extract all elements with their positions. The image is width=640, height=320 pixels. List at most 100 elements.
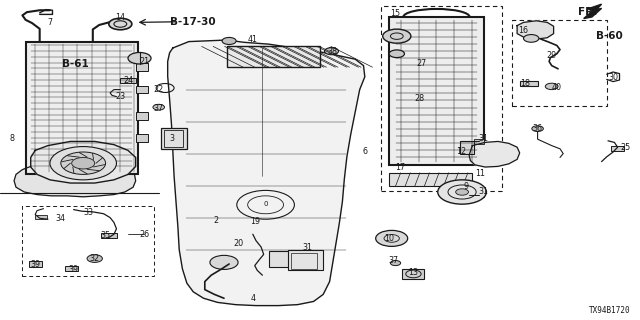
Polygon shape bbox=[168, 40, 365, 306]
Text: 18: 18 bbox=[520, 79, 530, 88]
Polygon shape bbox=[584, 4, 602, 19]
Text: 6: 6 bbox=[362, 147, 367, 156]
Text: 39: 39 bbox=[68, 265, 79, 274]
Text: 40: 40 bbox=[552, 83, 562, 92]
Text: 16: 16 bbox=[518, 26, 529, 35]
Bar bbox=[136, 112, 148, 120]
Text: 25: 25 bbox=[621, 143, 631, 152]
Bar bbox=[512, 20, 607, 106]
Text: 29: 29 bbox=[547, 51, 557, 60]
Text: 24: 24 bbox=[123, 76, 133, 85]
Text: 21: 21 bbox=[139, 57, 149, 66]
Bar bbox=[611, 146, 624, 151]
Circle shape bbox=[153, 104, 164, 110]
Text: 38: 38 bbox=[328, 47, 338, 56]
Text: 22: 22 bbox=[154, 85, 164, 94]
Circle shape bbox=[438, 180, 486, 204]
Bar bbox=[227, 46, 320, 67]
Text: 39: 39 bbox=[30, 260, 40, 269]
Text: 31: 31 bbox=[478, 188, 488, 196]
Text: 15: 15 bbox=[390, 9, 401, 18]
Bar bbox=[35, 215, 47, 219]
Polygon shape bbox=[517, 21, 554, 39]
Text: 23: 23 bbox=[115, 92, 125, 101]
Text: 10: 10 bbox=[384, 234, 394, 243]
Circle shape bbox=[210, 255, 238, 269]
Text: 8: 8 bbox=[9, 134, 14, 143]
Bar bbox=[402, 269, 424, 279]
Text: 37: 37 bbox=[154, 104, 164, 113]
Bar bbox=[26, 42, 138, 174]
Bar bbox=[520, 81, 538, 86]
Circle shape bbox=[456, 189, 468, 195]
Text: 13: 13 bbox=[408, 268, 418, 277]
Text: 19: 19 bbox=[250, 217, 260, 226]
Text: 0: 0 bbox=[263, 201, 268, 207]
Circle shape bbox=[383, 29, 411, 43]
Bar bbox=[101, 233, 117, 238]
Text: 31: 31 bbox=[302, 243, 312, 252]
Text: 26: 26 bbox=[139, 230, 149, 239]
Bar bbox=[269, 251, 298, 267]
Text: 11: 11 bbox=[475, 169, 485, 178]
Circle shape bbox=[389, 50, 404, 58]
Text: 32: 32 bbox=[90, 254, 100, 263]
Bar bbox=[288, 250, 323, 270]
Text: 35: 35 bbox=[100, 231, 111, 240]
Text: 27: 27 bbox=[416, 60, 426, 68]
Text: 28: 28 bbox=[414, 94, 424, 103]
Text: 36: 36 bbox=[532, 124, 543, 133]
Text: B-17-30: B-17-30 bbox=[170, 17, 216, 27]
Bar bbox=[29, 261, 42, 267]
Circle shape bbox=[376, 230, 408, 246]
Text: 30: 30 bbox=[608, 73, 618, 82]
Text: 9: 9 bbox=[463, 182, 468, 191]
Text: B-60: B-60 bbox=[596, 31, 623, 41]
Bar bbox=[381, 6, 502, 191]
Text: 41: 41 bbox=[248, 36, 258, 44]
Bar bbox=[474, 192, 484, 197]
Bar bbox=[120, 78, 136, 83]
Bar bbox=[136, 134, 148, 142]
Polygon shape bbox=[469, 141, 520, 167]
Bar bbox=[389, 173, 472, 186]
Bar bbox=[389, 17, 484, 165]
Circle shape bbox=[390, 260, 401, 266]
Text: 4: 4 bbox=[250, 294, 255, 303]
Bar bbox=[136, 86, 148, 93]
Bar bbox=[22, 206, 154, 276]
Polygon shape bbox=[31, 141, 136, 183]
Circle shape bbox=[109, 18, 132, 30]
Text: 17: 17 bbox=[395, 164, 405, 172]
Polygon shape bbox=[14, 166, 136, 197]
Text: 33: 33 bbox=[83, 208, 93, 217]
Circle shape bbox=[324, 48, 339, 55]
Text: TX94B1720: TX94B1720 bbox=[589, 306, 630, 315]
Circle shape bbox=[532, 126, 543, 132]
Bar bbox=[460, 141, 474, 154]
Text: 34: 34 bbox=[56, 214, 66, 223]
Text: 14: 14 bbox=[115, 13, 125, 22]
Text: 7: 7 bbox=[47, 18, 52, 27]
Bar bbox=[136, 63, 148, 71]
Text: 3: 3 bbox=[169, 134, 174, 143]
Circle shape bbox=[61, 152, 106, 174]
Text: 20: 20 bbox=[233, 239, 243, 248]
Text: FR.: FR. bbox=[578, 7, 597, 17]
Bar bbox=[65, 266, 78, 271]
Text: B-61: B-61 bbox=[62, 59, 89, 69]
Bar bbox=[474, 139, 484, 144]
Circle shape bbox=[545, 83, 558, 90]
Text: 37: 37 bbox=[388, 256, 399, 265]
Circle shape bbox=[222, 37, 236, 44]
Circle shape bbox=[72, 157, 95, 169]
Text: 31: 31 bbox=[478, 134, 488, 143]
Bar bbox=[161, 128, 187, 149]
Circle shape bbox=[128, 52, 151, 64]
Circle shape bbox=[50, 147, 116, 180]
Circle shape bbox=[87, 255, 102, 262]
Bar bbox=[164, 130, 183, 147]
Text: 12: 12 bbox=[456, 147, 466, 156]
Circle shape bbox=[524, 35, 539, 42]
Bar bbox=[291, 253, 317, 269]
